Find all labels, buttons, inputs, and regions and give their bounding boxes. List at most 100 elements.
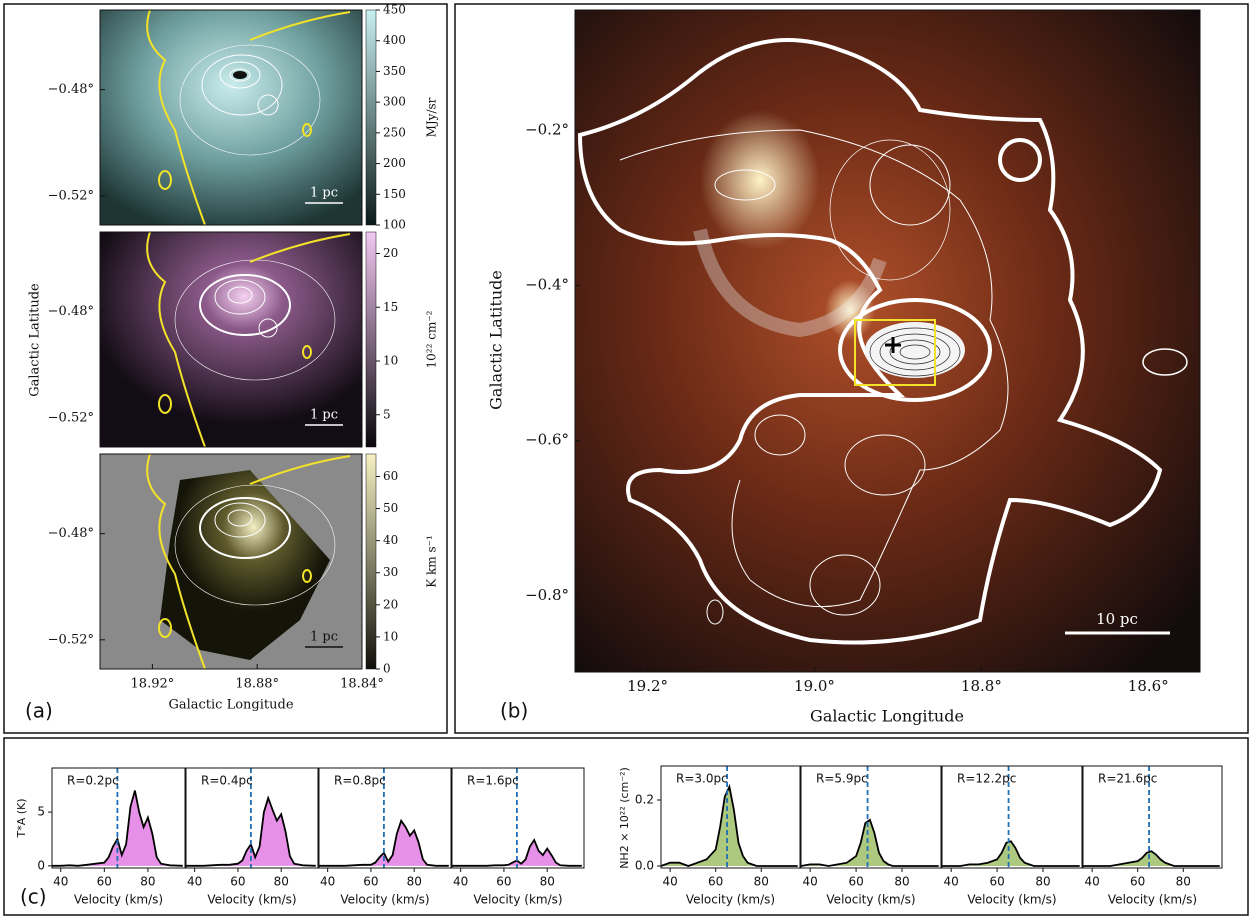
plot-frame — [451, 767, 585, 869]
image-b — [574, 9, 1201, 673]
y-tick-label: −0.48° — [48, 526, 94, 541]
scale-bar-label: 1 pc — [310, 186, 338, 201]
x-axis-label: Velocity (km/s) — [967, 893, 1056, 907]
colorbar-tick-label: 20 — [383, 246, 398, 260]
x-tick-label: 18.92° — [131, 677, 175, 692]
x-tick-label: 40 — [320, 875, 335, 889]
spectrum-line — [800, 818, 939, 867]
colorbar-label: 10²² cm⁻² — [425, 310, 439, 368]
x-axis-label: Velocity (km/s) — [340, 893, 429, 907]
subplot-title: R=12.2pc — [957, 772, 1016, 786]
subplot-title: R=0.2pc — [67, 774, 119, 788]
x-tick-label: 40 — [53, 875, 68, 889]
colorbar-tick-label: 60 — [383, 469, 398, 483]
spectrum-fill — [661, 786, 798, 867]
colorbar-tick-label: 50 — [383, 501, 398, 515]
plot-frame — [185, 767, 319, 869]
colorbar-tick-label: 10 — [383, 354, 398, 368]
spectrum-line — [942, 840, 1080, 867]
x-axis-label: Velocity (km/s) — [74, 893, 163, 907]
scale-bar-label: 1 pc — [310, 630, 338, 645]
spectrum-line — [660, 783, 798, 867]
x-axis-label: Velocity (km/s) — [473, 893, 562, 907]
x-tick-label: 80 — [1035, 875, 1050, 889]
spectrum-fill — [801, 819, 939, 867]
x-tick-label: 18.88° — [235, 677, 279, 692]
subplot-title: R=1.6pc — [467, 774, 519, 788]
colorbar-tick-label: 5 — [383, 407, 391, 421]
y-tick-label: −0.8° — [525, 586, 569, 604]
panel-label: (c) — [20, 885, 47, 909]
spectrum-line — [452, 838, 582, 867]
x-axis-label: Velocity (km/s) — [207, 893, 296, 907]
panel-label: (a) — [25, 699, 53, 723]
plot-frame — [318, 767, 452, 869]
x-tick-label: 40 — [944, 875, 959, 889]
plot-frame — [941, 765, 1083, 869]
subplot-title: R=0.8pc — [334, 774, 386, 788]
y-tick-label: 0.2 — [635, 793, 654, 807]
image-a2 — [99, 231, 377, 448]
colorbar-tick-label: 400 — [383, 33, 406, 47]
x-tick-label: 80 — [894, 875, 909, 889]
x-tick-label: 60 — [989, 875, 1004, 889]
y-tick-label: 0.0 — [635, 859, 654, 873]
x-tick-label: 18.8° — [961, 677, 1002, 695]
x-axis-label: Velocity (km/s) — [686, 893, 775, 907]
colorbar-tick-label: 300 — [383, 95, 406, 109]
y-tick-label: −0.2° — [525, 120, 569, 138]
y-tick-label: −0.48° — [48, 304, 94, 319]
x-tick-label: 40 — [187, 875, 202, 889]
spectrum-fill — [942, 841, 1080, 867]
colorbar-tick-label: 30 — [383, 565, 398, 579]
x-tick-label: 80 — [754, 875, 769, 889]
y-axis-label: Galactic Latitude — [28, 283, 43, 397]
colorbar-label: K km s⁻¹ — [425, 535, 439, 588]
y-tick-label: −0.4° — [525, 276, 569, 294]
panel-frame — [3, 3, 448, 734]
colorbar-tick-label: 0 — [383, 662, 391, 676]
x-tick-label: 80 — [274, 875, 289, 889]
x-tick-label: 60 — [848, 875, 863, 889]
y-tick-label: −0.6° — [525, 431, 569, 449]
colorbar-tick-label: 200 — [383, 156, 406, 170]
spectrum-fill — [319, 820, 449, 866]
x-axis-label: Velocity (km/s) — [1108, 893, 1197, 907]
x-tick-label: 19.0° — [794, 677, 835, 695]
colorbar-tick-label: 450 — [383, 3, 406, 17]
y-tick-label: −0.48° — [48, 82, 94, 97]
x-tick-label: 60 — [363, 875, 378, 889]
x-tick-label: 80 — [540, 875, 555, 889]
colorbar-tick-label: 10 — [383, 629, 398, 643]
x-axis-label: Velocity (km/s) — [826, 893, 915, 907]
x-tick-label: 80 — [140, 875, 155, 889]
colorbar-tick-label: 350 — [383, 64, 406, 78]
plot-frame — [660, 765, 801, 869]
panel-frame — [3, 737, 1249, 916]
x-tick-label: 18.6° — [1128, 677, 1169, 695]
plot-frame — [51, 767, 186, 869]
x-tick-label: 40 — [662, 875, 677, 889]
scale-bar-label: 10 pc — [1096, 610, 1138, 628]
x-tick-label: 80 — [407, 875, 422, 889]
subplot-title: R=5.9pc — [816, 772, 868, 786]
x-axis-label: Galactic Longitude — [168, 698, 293, 713]
x-tick-label: 60 — [496, 875, 511, 889]
y-tick-label: −0.52° — [48, 410, 94, 425]
colorbar-tick-label: 150 — [383, 187, 406, 201]
colorbar-tick-label: 15 — [383, 300, 398, 314]
spectrum-fill — [186, 798, 316, 866]
y-tick-label: −0.52° — [48, 632, 94, 647]
panel-label: (b) — [500, 699, 528, 723]
scale-bar-label: 1 pc — [310, 408, 338, 423]
x-tick-label: 40 — [453, 875, 468, 889]
x-tick-label: 19.2° — [627, 677, 668, 695]
subplot-title: R=3.0pc — [676, 772, 728, 786]
x-tick-label: 40 — [1084, 875, 1099, 889]
y-tick-label: −0.52° — [48, 188, 94, 203]
spectrum-fill — [452, 840, 582, 866]
colorbar-tick-label: 40 — [383, 533, 398, 547]
colorbar-tick-label: 100 — [383, 218, 406, 232]
spectrum-line — [1083, 850, 1220, 867]
